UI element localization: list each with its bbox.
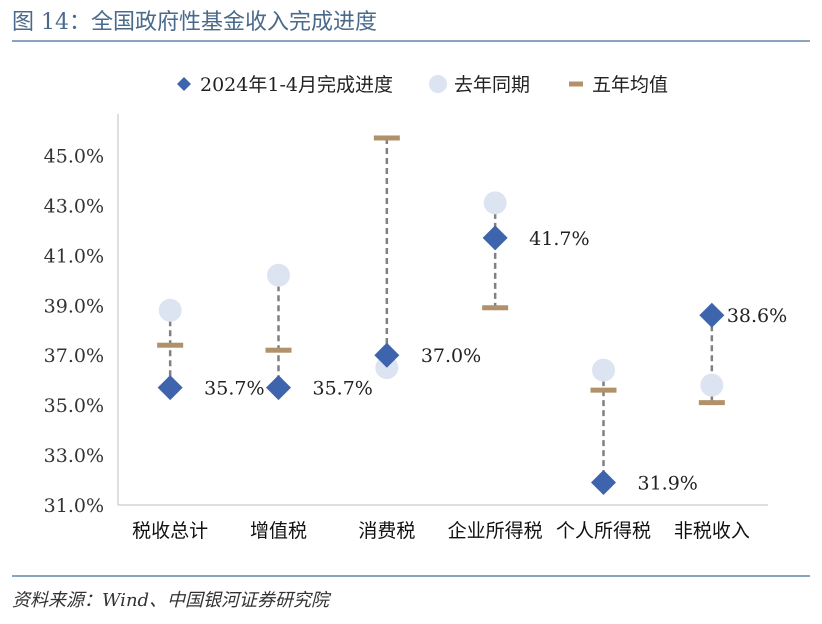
- y-tick-label: 39.0%: [44, 295, 104, 317]
- data-label: 31.9%: [638, 473, 698, 495]
- current-progress-point: [699, 302, 725, 328]
- data-label: 35.7%: [204, 378, 264, 400]
- five-year-average-mark: [590, 387, 617, 393]
- five-year-average-mark: [698, 400, 725, 406]
- current-progress-point: [157, 375, 183, 401]
- legend-diamond-icon: [177, 77, 191, 91]
- y-tick-label: 37.0%: [44, 345, 104, 367]
- chart-marks: 35.7% 35.7% 37.0% 41.7% 31.9% 38.6%: [157, 135, 787, 496]
- source-rule: [12, 575, 810, 577]
- figure-title: 图 14：全国政府性基金收入完成进度: [12, 10, 377, 35]
- legend-item: 2024年1-4月完成进度: [177, 74, 393, 96]
- current-progress-point: [374, 342, 400, 368]
- y-tick-label: 31.0%: [44, 495, 104, 517]
- y-tick-label: 41.0%: [44, 245, 104, 267]
- x-category-label: 企业所得税: [448, 520, 543, 542]
- data-label: 38.6%: [727, 305, 787, 327]
- legend-label: 五年均值: [592, 74, 668, 96]
- y-tick-label: 43.0%: [44, 195, 104, 217]
- current-progress-point: [482, 225, 508, 251]
- data-label: 37.0%: [421, 345, 481, 367]
- legend-circle-icon: [429, 75, 447, 93]
- legend-label: 去年同期: [454, 74, 530, 96]
- legend-dash-icon: [569, 81, 583, 87]
- data-label: 35.7%: [313, 378, 373, 400]
- data-label: 41.7%: [529, 228, 589, 250]
- last-year-point: [483, 191, 507, 215]
- legend-label: 2024年1-4月完成进度: [200, 74, 393, 96]
- x-category-label: 税收总计: [132, 520, 208, 542]
- y-tick-label: 35.0%: [44, 395, 104, 417]
- last-year-point: [158, 298, 182, 322]
- x-category-label: 个人所得税: [556, 520, 651, 542]
- five-year-average-mark: [265, 347, 292, 353]
- source-note: 资料来源：Wind、中国银河证券研究院: [12, 590, 330, 611]
- title-rule: [12, 40, 810, 42]
- x-category-label: 增值税: [250, 520, 307, 542]
- chart-axes: 31.0% 33.0% 35.0% 37.0% 39.0% 41.0% 43.0% 45.0%…: [44, 114, 768, 542]
- legend: 2024年1-4月完成进度 去年同期 五年均值: [177, 74, 668, 96]
- current-progress-point: [266, 375, 291, 401]
- legend-item: 五年均值: [569, 74, 668, 96]
- five-year-average-mark: [482, 305, 509, 311]
- legend-item: 去年同期: [429, 74, 530, 96]
- current-progress-point: [591, 470, 616, 496]
- five-year-average-mark: [157, 342, 184, 348]
- last-year-point: [267, 263, 290, 287]
- x-category-label: 消费税: [358, 520, 415, 542]
- five-year-average-mark: [373, 135, 400, 141]
- last-year-point: [592, 358, 615, 382]
- y-tick-label: 45.0%: [44, 145, 104, 167]
- y-tick-label: 33.0%: [44, 445, 104, 467]
- x-category-label: 非税收入: [674, 520, 750, 542]
- chart: 2024年1-4月完成进度 去年同期 五年均值 31.0% 33.0% 35.0% 37.…: [44, 74, 788, 542]
- last-year-point: [700, 373, 724, 397]
